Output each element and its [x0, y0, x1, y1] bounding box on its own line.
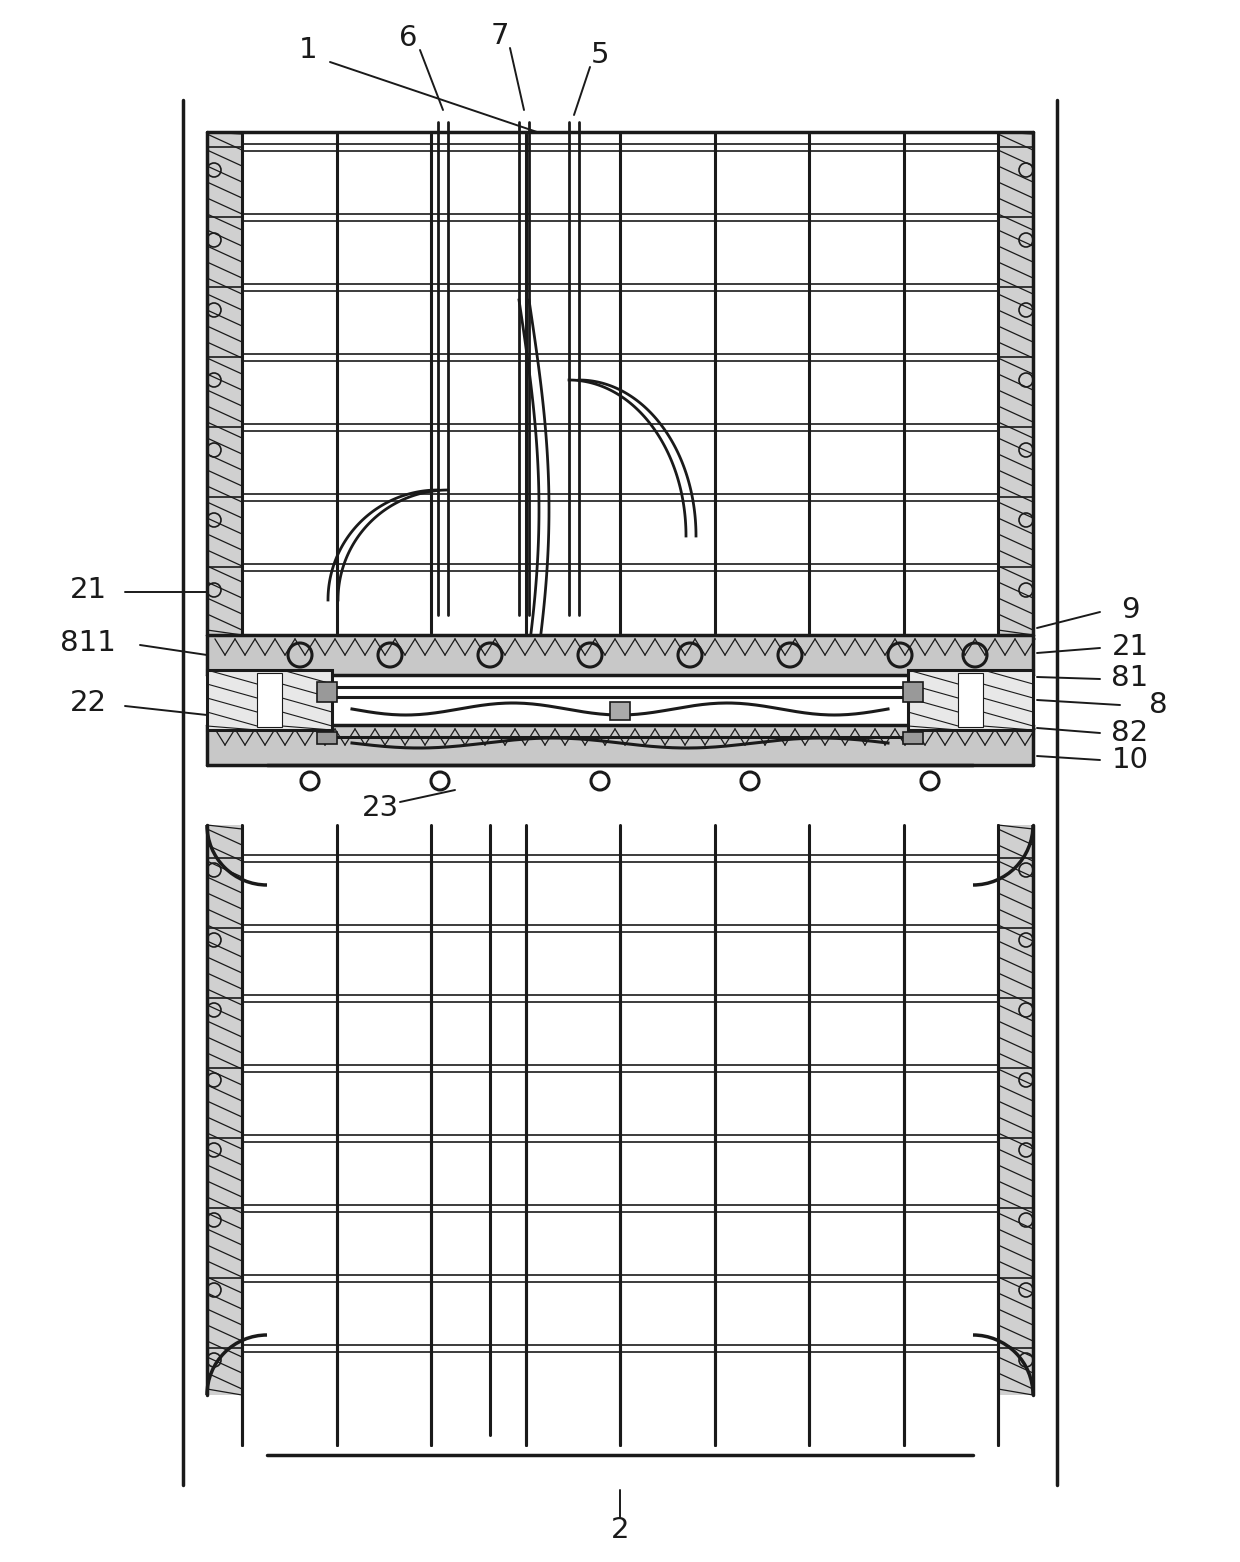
Bar [959, 673, 983, 726]
Text: 23: 23 [361, 793, 398, 822]
Text: 8: 8 [1148, 690, 1167, 719]
Text: 811: 811 [60, 629, 115, 658]
Text: 10: 10 [1111, 747, 1148, 775]
Bar [257, 673, 281, 726]
Text: 5: 5 [590, 41, 609, 69]
Bar [903, 733, 923, 744]
Text: 81: 81 [1111, 664, 1148, 692]
Bar [207, 670, 332, 729]
Bar [207, 636, 1033, 675]
Text: 82: 82 [1111, 719, 1148, 747]
Bar [998, 133, 1033, 636]
Bar [317, 683, 337, 701]
Bar [207, 725, 1033, 765]
Text: 22: 22 [69, 689, 107, 717]
Text: 6: 6 [399, 23, 417, 52]
Text: 9: 9 [1121, 597, 1140, 623]
Bar [207, 825, 242, 1395]
Text: 21: 21 [69, 576, 107, 604]
Bar [998, 825, 1033, 1395]
Bar [610, 701, 630, 720]
Bar [903, 683, 923, 701]
Bar [207, 133, 242, 636]
Text: 21: 21 [1111, 633, 1148, 661]
Bar [317, 733, 337, 744]
Bar [908, 670, 1033, 729]
Text: 1: 1 [299, 36, 317, 64]
Text: 7: 7 [491, 22, 510, 50]
Text: 2: 2 [611, 1517, 629, 1543]
